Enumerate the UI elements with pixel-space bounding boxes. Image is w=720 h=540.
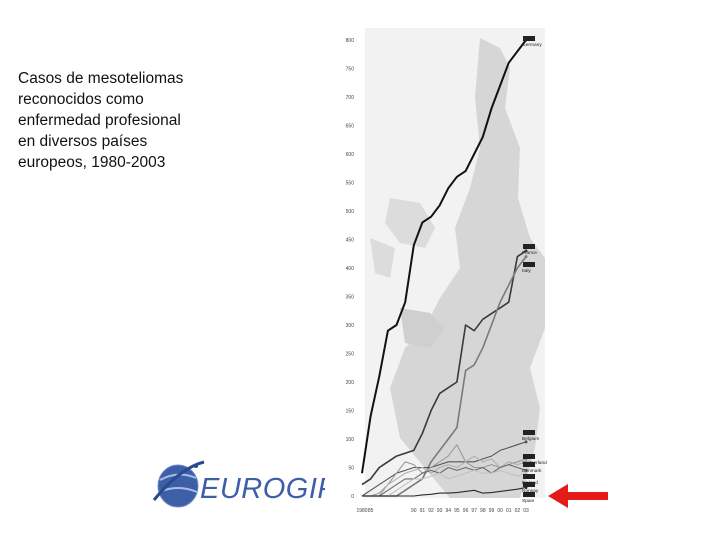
caption-line-4: en diversos países	[18, 133, 148, 150]
x-axis: 1980 85 90 91 92 93 94 95 96 97 98 99 00 01 02 03	[356, 508, 529, 514]
x-tick-label: 00	[497, 508, 503, 514]
series-line-denmark	[362, 455, 527, 497]
mesothelioma-chart: 0 50 100 150 200 250 300 350 400 450 500 550 600 650 7…	[346, 28, 547, 514]
series-endpoint-norway	[524, 471, 528, 475]
y-tick-label: 400	[346, 266, 355, 272]
europe-map-background	[365, 28, 545, 498]
x-tick-label: 03	[523, 508, 529, 514]
legend-label-italy: Italy	[522, 268, 531, 274]
series-line-spain	[362, 486, 527, 497]
caption-line-2: reconocidos como	[18, 91, 144, 108]
x-tick-label: 01	[506, 508, 512, 514]
chart-caption: Casos de mesoteliomas reconocidos como e…	[18, 68, 228, 173]
series-line-switzerland	[362, 444, 527, 497]
y-tick-label: 700	[346, 95, 355, 101]
x-tick-label: 91	[420, 508, 426, 514]
y-tick-label: 100	[346, 437, 355, 443]
series-line-norway	[362, 469, 527, 497]
y-tick-label: 50	[348, 466, 354, 472]
legend-label-france: France	[522, 250, 537, 256]
y-tick-label: 150	[346, 409, 355, 415]
x-tick-label: 90	[411, 508, 417, 514]
x-tick-label: 1980	[356, 508, 367, 514]
flag-icon-belgium	[523, 430, 535, 435]
y-tick-label: 650	[346, 124, 355, 130]
x-tick-label: 97	[471, 508, 477, 514]
flag-icon-italy	[523, 262, 535, 267]
series-line-finland	[362, 464, 527, 497]
series-line-france	[361, 250, 527, 486]
y-axis: 0 50 100 150 200 250 300 350 400 450 500 550 600 650 7…	[346, 38, 355, 500]
legend-flags: GermanyFranceItalyBelgiumSwitzerlandDenm…	[522, 36, 547, 504]
series-endpoint-belgium	[524, 440, 528, 444]
x-tick-label: 85	[368, 508, 374, 514]
y-tick-label: 500	[346, 209, 355, 215]
legend-label-belgium: Belgium	[522, 436, 539, 442]
flag-icon-denmark	[523, 462, 535, 467]
series-endpoint-italy	[524, 255, 528, 259]
flag-icon-finland	[523, 474, 535, 479]
flag-icon-france	[523, 244, 535, 249]
y-tick-label: 450	[346, 238, 355, 244]
y-tick-label: 0	[351, 494, 354, 500]
y-tick-label: 550	[346, 181, 355, 187]
x-tick-label: 95	[454, 508, 460, 514]
x-tick-label: 93	[437, 508, 443, 514]
eurogip-logo: EUROGIP	[152, 460, 325, 508]
caption-line-5: europeos, 1980-2003	[18, 154, 166, 171]
caption-line-1: Casos de mesoteliomas	[18, 70, 184, 87]
flag-icon-switzerland	[523, 454, 535, 459]
flag-icon-germany	[523, 36, 535, 41]
y-tick-label: 350	[346, 295, 355, 301]
highlight-arrow-icon	[548, 484, 608, 508]
legend-label-norway: Norway	[522, 488, 539, 494]
series-lines	[361, 38, 528, 497]
x-tick-label: 96	[463, 508, 469, 514]
series-line-belgium	[361, 441, 527, 497]
y-tick-label: 800	[346, 38, 355, 44]
series-endpoint-finland	[524, 468, 528, 472]
x-tick-label: 02	[515, 508, 521, 514]
x-tick-label: 98	[480, 508, 486, 514]
logo-text: EUROGIP	[200, 473, 325, 505]
x-tick-label: 92	[428, 508, 434, 514]
y-tick-label: 600	[346, 152, 355, 158]
x-tick-label: 94	[446, 508, 452, 514]
y-tick-label: 750	[346, 67, 355, 73]
legend-label-denmark: Denmark	[522, 468, 542, 474]
legend-label-germany: Germany	[522, 42, 542, 48]
y-tick-label: 300	[346, 323, 355, 329]
series-endpoint-france	[524, 249, 528, 253]
y-tick-label: 250	[346, 352, 355, 358]
flag-icon-norway	[523, 482, 535, 487]
flag-icon-spain	[523, 492, 535, 497]
x-tick-label: 99	[489, 508, 495, 514]
series-line-germany	[361, 39, 527, 474]
caption-line-3: enfermedad profesional	[18, 112, 181, 129]
logo-globe-icon	[152, 460, 205, 508]
legend-label-spain: Spain	[522, 498, 535, 504]
y-tick-label: 200	[346, 380, 355, 386]
